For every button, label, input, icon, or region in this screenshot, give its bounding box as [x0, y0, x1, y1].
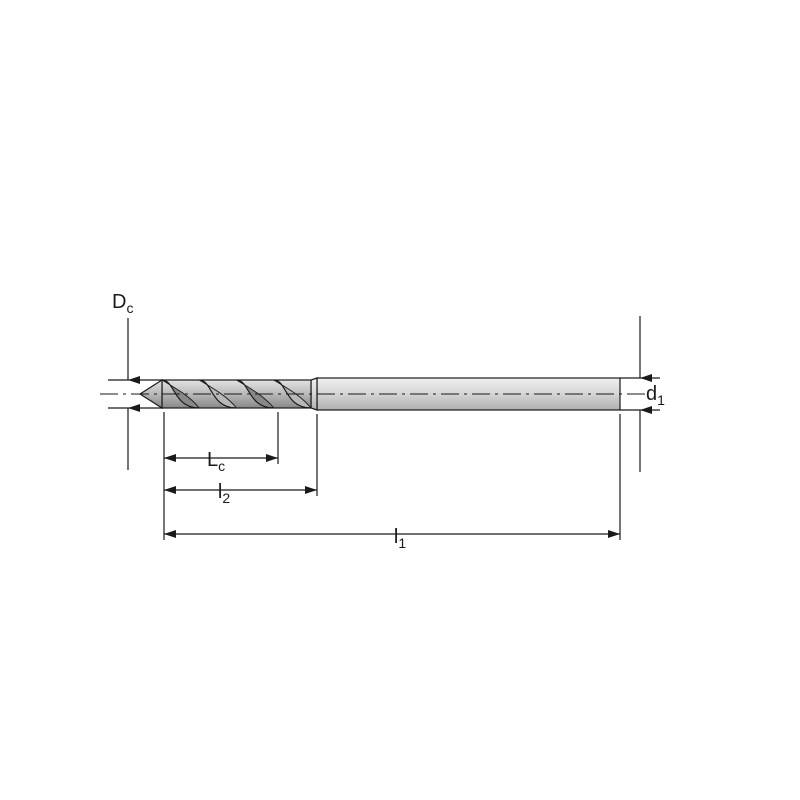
dimension-Dc: Dc	[108, 291, 162, 470]
dimension-Lc: Lc	[164, 449, 278, 474]
label-l1: l1	[394, 526, 406, 551]
label-Dc: Dc	[112, 291, 133, 316]
length-extension-lines	[164, 412, 620, 540]
label-Lc: Lc	[207, 449, 225, 474]
drill-tool	[100, 378, 650, 410]
drill-diagram-svg: Dc d1 Lc l2 l1	[0, 0, 800, 800]
label-l2: l2	[218, 481, 230, 506]
label-d1: d1	[646, 383, 665, 408]
dimension-l2: l2	[164, 481, 317, 506]
technical-drawing: Dc d1 Lc l2 l1	[0, 0, 800, 800]
dimension-l1: l1	[164, 526, 620, 551]
